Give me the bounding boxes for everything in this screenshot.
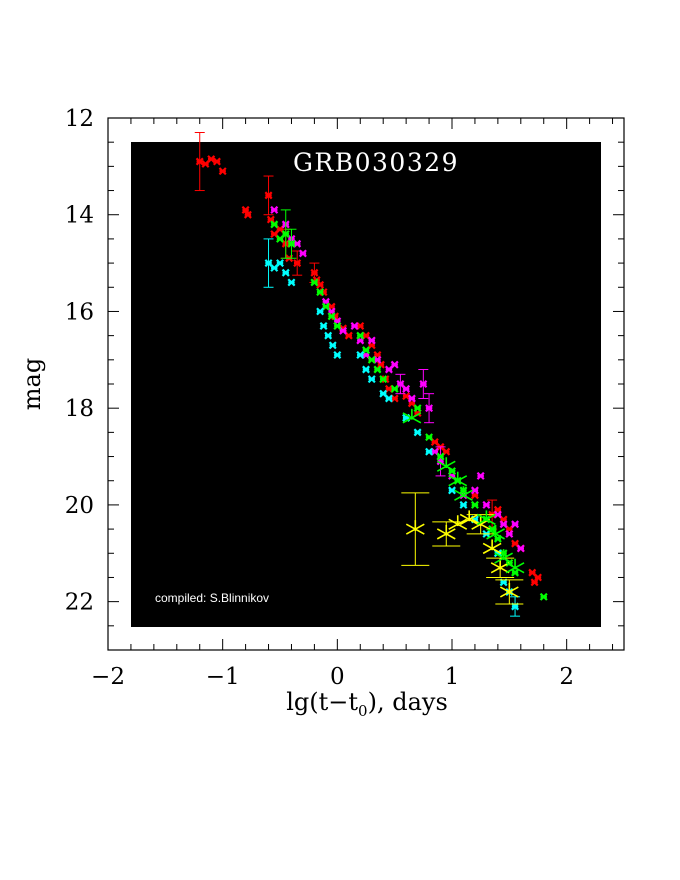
x-axis-title-sub: 0 xyxy=(358,702,368,720)
data-point xyxy=(482,500,491,509)
data-point xyxy=(316,288,325,297)
data-point xyxy=(281,268,290,277)
data-point xyxy=(476,471,485,480)
data-point xyxy=(486,524,505,540)
data-point xyxy=(356,351,365,359)
data-point xyxy=(436,452,445,461)
data-point xyxy=(212,157,221,166)
data-point xyxy=(324,331,333,340)
data-point xyxy=(390,360,399,369)
x-tick-label: −1 xyxy=(206,664,240,690)
data-point xyxy=(413,404,422,413)
x-axis-title-main: lg(t−t xyxy=(286,688,358,716)
data-point xyxy=(264,191,273,200)
data-point xyxy=(402,384,411,393)
y-tick-label: 12 xyxy=(65,106,94,132)
data-point xyxy=(419,380,428,388)
data-point xyxy=(298,249,307,258)
data-point xyxy=(448,486,456,495)
data-point xyxy=(367,375,376,384)
data-point xyxy=(454,486,473,501)
data-point xyxy=(477,510,496,526)
data-point xyxy=(405,520,425,535)
data-point xyxy=(362,365,370,374)
y-tick-label: 22 xyxy=(65,590,94,616)
data-point xyxy=(459,500,468,509)
data-point xyxy=(270,220,279,229)
data-point xyxy=(402,408,422,424)
data-point xyxy=(448,471,468,487)
data-point xyxy=(511,520,520,529)
data-point xyxy=(494,549,513,564)
plot-background xyxy=(131,142,601,627)
data-point xyxy=(505,558,525,574)
data-point xyxy=(425,447,434,456)
x-axis-title-tail: ), days xyxy=(368,688,448,716)
x-tick-label: 1 xyxy=(445,664,460,690)
x-tick-label: 0 xyxy=(330,664,345,690)
data-point xyxy=(436,524,456,540)
data-point xyxy=(459,510,479,526)
x-tick-label: −2 xyxy=(91,664,125,690)
data-point xyxy=(293,259,302,268)
y-tick-label: 16 xyxy=(65,299,94,325)
data-point xyxy=(493,510,502,519)
data-point xyxy=(470,500,479,509)
data-point xyxy=(270,205,279,214)
data-point xyxy=(516,544,525,553)
data-marks xyxy=(194,132,548,617)
data-point xyxy=(319,321,328,330)
data-point xyxy=(482,539,502,555)
data-point xyxy=(367,336,376,345)
data-point xyxy=(316,307,325,316)
data-point xyxy=(499,520,508,529)
data-point xyxy=(448,515,468,530)
data-point xyxy=(327,312,336,321)
y-tick-label: 14 xyxy=(65,203,94,229)
data-point xyxy=(281,230,290,239)
data-point xyxy=(333,321,342,330)
y-tick-label: 20 xyxy=(65,493,94,519)
data-point xyxy=(436,457,456,472)
data-point xyxy=(534,573,542,582)
axis-ticks xyxy=(107,117,624,651)
data-point xyxy=(310,278,319,287)
chart-title: GRB030329 xyxy=(293,148,459,177)
y-axis-title: mag xyxy=(18,358,46,410)
data-point xyxy=(425,404,434,413)
data-point xyxy=(333,351,342,359)
data-point xyxy=(505,529,514,538)
data-point xyxy=(350,321,359,330)
data-point xyxy=(499,582,519,598)
x-axis-title: lg(t−t0), days xyxy=(286,688,448,720)
data-point xyxy=(425,433,434,442)
data-point xyxy=(511,568,520,577)
data-point xyxy=(373,365,382,374)
data-point xyxy=(356,331,365,340)
data-point xyxy=(539,592,548,601)
x-tick-label: 2 xyxy=(559,664,574,690)
data-point xyxy=(241,205,250,214)
data-point xyxy=(276,259,284,268)
data-point xyxy=(287,239,296,248)
y-tick-label: 18 xyxy=(65,396,94,422)
compiled-note: compiled: S.Blinnikov xyxy=(155,591,269,605)
data-point xyxy=(218,167,227,176)
data-point xyxy=(390,384,399,393)
data-point xyxy=(310,268,319,277)
data-point xyxy=(470,486,479,495)
data-point xyxy=(384,394,393,403)
data-point xyxy=(287,278,296,287)
data-point xyxy=(367,355,376,364)
data-point xyxy=(243,210,252,219)
data-point xyxy=(413,428,422,437)
data-point xyxy=(407,394,416,403)
data-point xyxy=(328,341,337,350)
data-point xyxy=(379,375,388,384)
